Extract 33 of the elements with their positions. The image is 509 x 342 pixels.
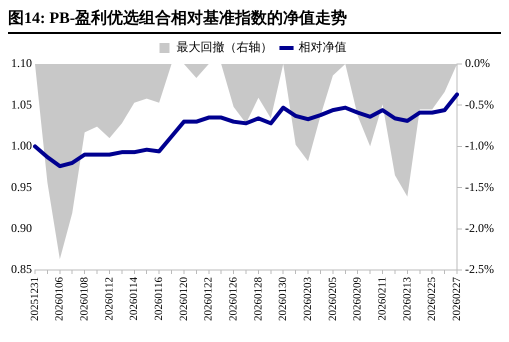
x-tick-label: 20260126: [227, 276, 240, 321]
x-tick-label: 20260112: [103, 277, 116, 321]
chart-title: 图14: PB-盈利优选组合相对基准指数的净值走势: [8, 8, 501, 34]
x-tick-label: 20260211: [376, 277, 388, 321]
legend-label: 最大回撤（右轴）: [176, 40, 272, 54]
y2-tick-label: -1.5%: [465, 180, 494, 194]
x-tick-label: 20260209: [352, 276, 364, 321]
y2-tick-label: -1.0%: [465, 138, 494, 153]
x-tick-label: 20260122: [202, 277, 215, 321]
y-tick-label: 0.95: [11, 180, 32, 194]
y2-tick-label: -2.5%: [465, 262, 494, 276]
y-tick-label: 1.00: [11, 138, 32, 153]
y-tick-label: 0.85: [11, 262, 32, 276]
y-tick-label: 1.05: [11, 97, 32, 112]
x-tick-label: 20260227: [450, 276, 463, 321]
x-tick-label: 20260213: [401, 276, 414, 321]
x-tick-label: 20260225: [426, 276, 438, 321]
x-tick-label: 20260203: [302, 276, 314, 321]
y-tick-label: 1.10: [11, 56, 32, 70]
x-tick-label: 20260106: [54, 276, 66, 321]
x-tick-label: 20251231: [28, 277, 41, 321]
y2-tick-label: 0.0%: [465, 56, 490, 70]
x-tick-label: 20260128: [252, 276, 264, 321]
x-tick-label: 20260205: [326, 276, 339, 321]
y2-tick-label: -2.0%: [465, 220, 494, 235]
x-tick-label: 20260108: [78, 276, 91, 321]
legend-label: 相对净值: [298, 40, 346, 54]
x-tick-label: 20260114: [128, 276, 140, 321]
x-tick-label: 20260130: [277, 276, 290, 321]
x-tick-label: 20260120: [178, 276, 190, 321]
y-tick-label: 0.90: [11, 220, 32, 235]
y2-tick-label: -0.5%: [465, 97, 494, 112]
x-tick-label: 20260116: [153, 276, 166, 321]
